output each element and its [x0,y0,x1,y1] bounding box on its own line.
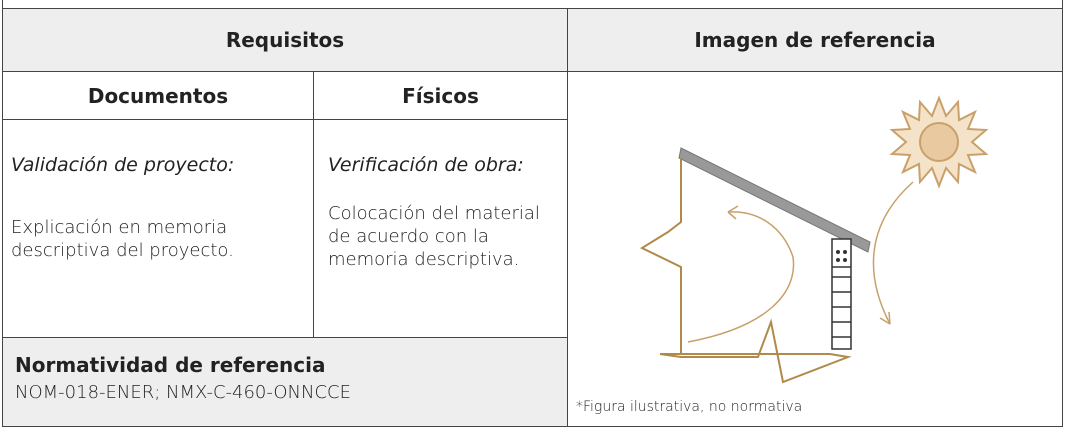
subheader-cell: Físicos [313,71,568,120]
image-cell: *Figura ilustrativa, no normativa [567,71,1063,427]
text: Colocación del material de acuerdo con l… [328,203,540,270]
norm-cell: Normatividad de referencia NOM-018-ENER;… [2,337,568,427]
norm-title: Normatividad de referencia [15,353,326,377]
cell: Verificación de obra: Colocación del mat… [313,119,568,338]
label: Verificación de obra: [328,154,524,176]
header-text: Imagen de referencia [694,28,936,52]
subheader-text: Documentos [87,83,229,108]
norm-text: NOM-018-ENER; NMX-C-460-ONNCCE [15,382,351,403]
text: Explicación en memoria descriptiva del p… [11,217,234,261]
header-text: Requisitos [225,28,345,52]
subheader-text: Físicos [402,83,479,108]
label: Validación de proyecto: [11,154,235,176]
header-cell: Imagen de referencia [567,8,1063,72]
illustration [639,95,989,384]
caption: *Figura ilustrativa, no normativa [576,399,803,415]
subheader-cell: Documentos [2,71,314,120]
header-cell: Requisitos [2,8,568,72]
cell: Validación de proyecto: Explicación en m… [2,119,314,338]
